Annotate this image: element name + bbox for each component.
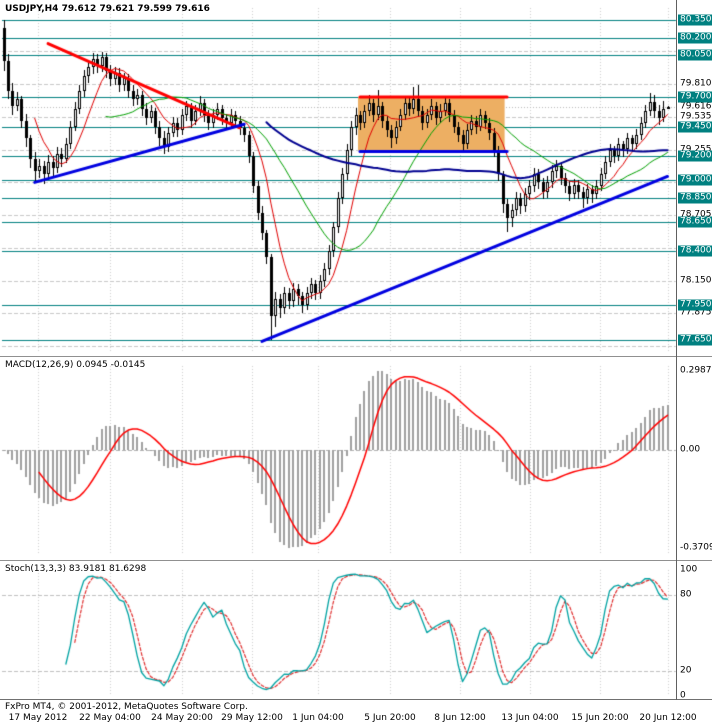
copyright-text: FxPro MT4, © 2001-2012, MetaQuotes Softw…	[5, 702, 248, 712]
price-scale[interactable]	[677, 0, 712, 700]
panel-separator-stoch[interactable]	[0, 560, 712, 561]
chart-title: USDJPY,H4 79.612 79.621 79.599 79.616	[5, 4, 210, 14]
stoch-indicator-label: Stoch(13,3,3) 83.9181 81.6298	[5, 564, 147, 574]
price-scale-border	[676, 0, 677, 700]
time-scale[interactable]	[0, 700, 712, 725]
time-axis-border	[0, 699, 712, 700]
panel-separator-macd[interactable]	[0, 356, 712, 357]
macd-indicator-label: MACD(12,26,9) 0.0945 -0.0145	[5, 360, 146, 370]
